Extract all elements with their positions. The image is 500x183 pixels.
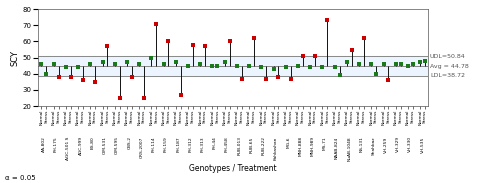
Text: BS-80: BS-80: [90, 136, 94, 149]
Text: FH-187: FH-187: [176, 136, 180, 152]
Text: RUB-013: RUB-013: [238, 136, 242, 155]
Text: VH-329: VH-329: [396, 136, 400, 152]
Text: MG-6: MG-6: [286, 136, 290, 148]
Text: RUB-222: RUB-222: [262, 136, 266, 155]
Text: NS-131: NS-131: [360, 136, 364, 152]
Text: Kahkashan: Kahkashan: [274, 136, 278, 160]
Text: AGC-501 S: AGC-501 S: [66, 136, 70, 160]
Text: FH-313: FH-313: [200, 136, 204, 152]
Text: FH-458: FH-458: [225, 136, 229, 152]
Text: AGC-999: AGC-999: [78, 136, 82, 156]
Text: UDL=50.84: UDL=50.84: [430, 54, 466, 59]
Text: VH-535: VH-535: [420, 136, 424, 153]
Text: RUB-65: RUB-65: [250, 136, 254, 153]
Text: AA-802: AA-802: [42, 136, 46, 152]
Text: CIM-531: CIM-531: [103, 136, 107, 154]
Text: CIM-595: CIM-595: [115, 136, 119, 154]
Text: MS-71: MS-71: [323, 136, 327, 150]
Bar: [38, 56, 428, 76]
Text: LDL=38.72: LDL=38.72: [430, 73, 465, 78]
Text: FH-159: FH-159: [164, 136, 168, 152]
Text: α = 0.05: α = 0.05: [5, 175, 36, 181]
Text: FH-312: FH-312: [188, 136, 192, 152]
Text: FH-44: FH-44: [213, 136, 217, 149]
Text: VH-330: VH-330: [408, 136, 412, 152]
Text: Avg = 44.78: Avg = 44.78: [430, 64, 469, 69]
Text: CBS-2: CBS-2: [128, 136, 132, 149]
Text: CRS-2007: CRS-2007: [140, 136, 143, 158]
Y-axis label: SCY: SCY: [10, 50, 20, 66]
Text: FH-114: FH-114: [152, 136, 156, 152]
Text: VH-259: VH-259: [384, 136, 388, 153]
X-axis label: Genotypes / Treatment: Genotypes / Treatment: [188, 164, 276, 173]
Text: FH-175: FH-175: [54, 136, 58, 152]
Text: MNH-888: MNH-888: [298, 136, 302, 156]
Text: NuAB-1048: NuAB-1048: [348, 136, 352, 161]
Text: MNH-989: MNH-989: [310, 136, 314, 156]
Text: NAAB-824: NAAB-824: [335, 136, 339, 159]
Text: Shahbaz: Shahbaz: [372, 136, 376, 155]
